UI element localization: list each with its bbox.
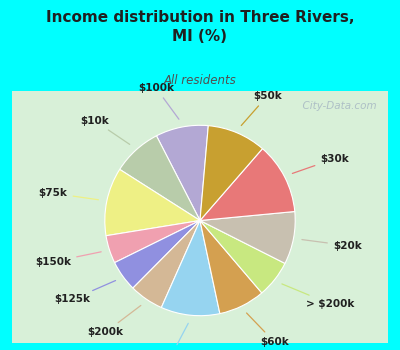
Wedge shape: [133, 220, 200, 308]
Text: $40k: $40k: [157, 323, 188, 350]
Wedge shape: [106, 220, 200, 262]
Text: All residents: All residents: [164, 74, 236, 86]
Text: Income distribution in Three Rivers,
MI (%): Income distribution in Three Rivers, MI …: [46, 10, 354, 44]
Text: $50k: $50k: [241, 91, 282, 126]
Text: $150k: $150k: [35, 252, 101, 267]
Wedge shape: [115, 220, 200, 288]
Text: City-Data.com: City-Data.com: [296, 101, 377, 111]
Text: $60k: $60k: [246, 313, 288, 347]
Text: > $200k: > $200k: [282, 284, 355, 309]
Wedge shape: [200, 211, 295, 264]
Wedge shape: [156, 125, 208, 220]
Wedge shape: [200, 126, 262, 220]
Wedge shape: [200, 220, 262, 314]
Text: $125k: $125k: [54, 281, 116, 304]
Text: $10k: $10k: [80, 116, 130, 145]
Text: $200k: $200k: [88, 306, 141, 337]
Wedge shape: [120, 136, 200, 220]
Text: $30k: $30k: [292, 154, 349, 174]
Wedge shape: [200, 220, 285, 293]
Wedge shape: [200, 149, 295, 220]
Wedge shape: [105, 169, 200, 236]
Wedge shape: [161, 220, 220, 316]
Text: $75k: $75k: [39, 188, 98, 200]
Text: $20k: $20k: [302, 239, 362, 251]
Text: $100k: $100k: [138, 83, 179, 119]
